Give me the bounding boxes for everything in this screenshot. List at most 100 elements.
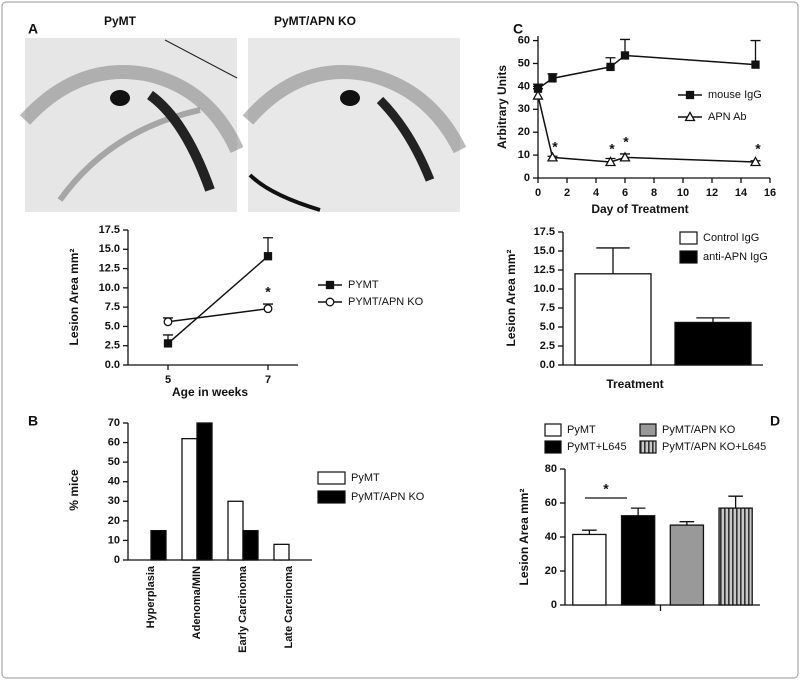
panel-letter: D bbox=[770, 413, 780, 429]
legend-label: PyMT/APN KO bbox=[662, 424, 736, 436]
y-tick-label: 17.5 bbox=[534, 226, 555, 238]
marker bbox=[532, 89, 544, 100]
y-tick-label: 80 bbox=[545, 463, 557, 475]
legend-label: PYMT bbox=[348, 279, 379, 291]
legend-swatch bbox=[544, 440, 562, 454]
bar bbox=[718, 507, 753, 606]
y-tick-label: 10 bbox=[518, 149, 530, 161]
bar bbox=[242, 529, 259, 561]
x-tick-label: 14 bbox=[735, 187, 748, 199]
bar bbox=[620, 515, 656, 606]
bar bbox=[674, 321, 752, 366]
panel-letter: A bbox=[28, 21, 38, 37]
x-tick-label: Adenoma/MIN bbox=[191, 566, 203, 639]
y-tick-label: 10 bbox=[108, 534, 120, 546]
x-tick-label: 12 bbox=[706, 187, 718, 199]
legend-swatch bbox=[679, 231, 698, 245]
y-tick-label: 0.0 bbox=[540, 359, 555, 371]
legend-label: Control IgG bbox=[703, 232, 759, 244]
marker bbox=[620, 51, 630, 60]
marker bbox=[749, 156, 762, 167]
y-tick-label: 5.0 bbox=[540, 321, 555, 333]
y-tick-label: 0 bbox=[114, 554, 120, 566]
marker bbox=[619, 151, 631, 162]
error-bar bbox=[596, 247, 630, 274]
marker bbox=[263, 304, 273, 314]
series-line bbox=[167, 255, 269, 344]
legend-marker bbox=[685, 90, 695, 100]
y-tick-label: 15.0 bbox=[99, 243, 120, 255]
error-bar bbox=[728, 495, 743, 509]
y-tick-label: 2.5 bbox=[105, 340, 120, 352]
image-title: PyMT bbox=[104, 14, 137, 28]
legend-swatch bbox=[639, 440, 657, 454]
legend-label: PyMT bbox=[567, 424, 596, 436]
image-title: PyMT/APN KO bbox=[274, 14, 356, 28]
x-tick-label: 10 bbox=[677, 187, 689, 199]
legend-label: APN Ab bbox=[708, 111, 747, 123]
bar bbox=[181, 438, 198, 561]
y-tick-label: 0.0 bbox=[105, 359, 120, 371]
bar bbox=[572, 533, 607, 606]
legend-label: PYMT/APN KO bbox=[348, 296, 424, 308]
y-tick-label: 20 bbox=[518, 126, 530, 138]
marker bbox=[606, 62, 615, 72]
legend-label: PyMT/APN KO+L645 bbox=[662, 441, 766, 453]
bar bbox=[669, 524, 705, 606]
marker bbox=[604, 156, 617, 167]
bar bbox=[150, 529, 167, 561]
y-tick-label: 7.5 bbox=[540, 302, 555, 314]
x-tick-label: 7 bbox=[265, 374, 271, 386]
x-tick-label: Hyperplasia bbox=[145, 565, 157, 628]
y-tick-label: 60 bbox=[108, 436, 120, 448]
bar bbox=[227, 500, 244, 561]
y-axis-label: Arbitrary Units bbox=[495, 65, 509, 149]
legend-label: mouse IgG bbox=[708, 89, 762, 101]
x-tick-label: 4 bbox=[593, 187, 600, 199]
y-tick-label: 70 bbox=[108, 417, 120, 429]
significance-star: * bbox=[603, 481, 609, 497]
error-bar bbox=[582, 529, 597, 535]
marker bbox=[548, 74, 557, 83]
y-tick-label: 40 bbox=[518, 80, 530, 92]
y-tick-label: 12.5 bbox=[534, 264, 555, 276]
marker bbox=[546, 151, 559, 162]
significance-star: * bbox=[623, 134, 629, 150]
legend-marker bbox=[684, 111, 696, 122]
legend-marker bbox=[325, 280, 335, 290]
x-tick-label: 6 bbox=[622, 187, 628, 199]
x-axis-label: Treatment bbox=[606, 377, 663, 391]
y-tick-label: 10.0 bbox=[99, 282, 120, 294]
y-tick-label: 60 bbox=[545, 497, 557, 509]
x-tick-label: Late Carcinoma bbox=[283, 565, 295, 648]
y-tick-label: 50 bbox=[108, 456, 120, 468]
significance-star: * bbox=[265, 284, 271, 300]
legend-swatch bbox=[317, 490, 346, 504]
x-axis-label: Day of Treatment bbox=[591, 202, 688, 216]
micrograph-right bbox=[242, 38, 467, 212]
error-bar bbox=[630, 507, 646, 516]
y-tick-label: 40 bbox=[108, 476, 120, 488]
x-tick-label: Early Carcinoma bbox=[237, 565, 249, 653]
y-tick-label: 17.5 bbox=[99, 224, 120, 236]
legend-label: anti-APN IgG bbox=[703, 251, 768, 263]
y-tick-label: 5.0 bbox=[105, 320, 120, 332]
x-tick-label: 8 bbox=[651, 187, 657, 199]
legend-swatch bbox=[679, 250, 698, 264]
bar bbox=[196, 422, 213, 561]
bar bbox=[273, 543, 290, 561]
legend-swatch bbox=[317, 471, 346, 485]
x-tick-label: 5 bbox=[165, 374, 171, 386]
x-tick-label: 0 bbox=[535, 187, 541, 199]
bar bbox=[574, 273, 652, 366]
y-axis-label: % mice bbox=[67, 469, 81, 511]
panel-letter: C bbox=[513, 21, 523, 37]
y-tick-label: 7.5 bbox=[105, 301, 120, 313]
y-axis-label: Lesion Area mm² bbox=[504, 250, 518, 347]
x-tick-label: 2 bbox=[564, 187, 570, 199]
marker bbox=[751, 60, 760, 69]
y-tick-label: 12.5 bbox=[99, 262, 120, 274]
y-tick-label: 20 bbox=[545, 565, 557, 577]
series-line bbox=[167, 307, 269, 323]
